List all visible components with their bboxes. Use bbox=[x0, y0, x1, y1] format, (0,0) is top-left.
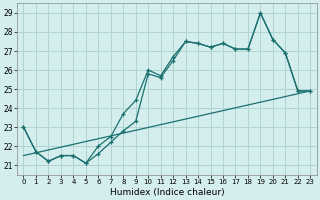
X-axis label: Humidex (Indice chaleur): Humidex (Indice chaleur) bbox=[109, 188, 224, 197]
